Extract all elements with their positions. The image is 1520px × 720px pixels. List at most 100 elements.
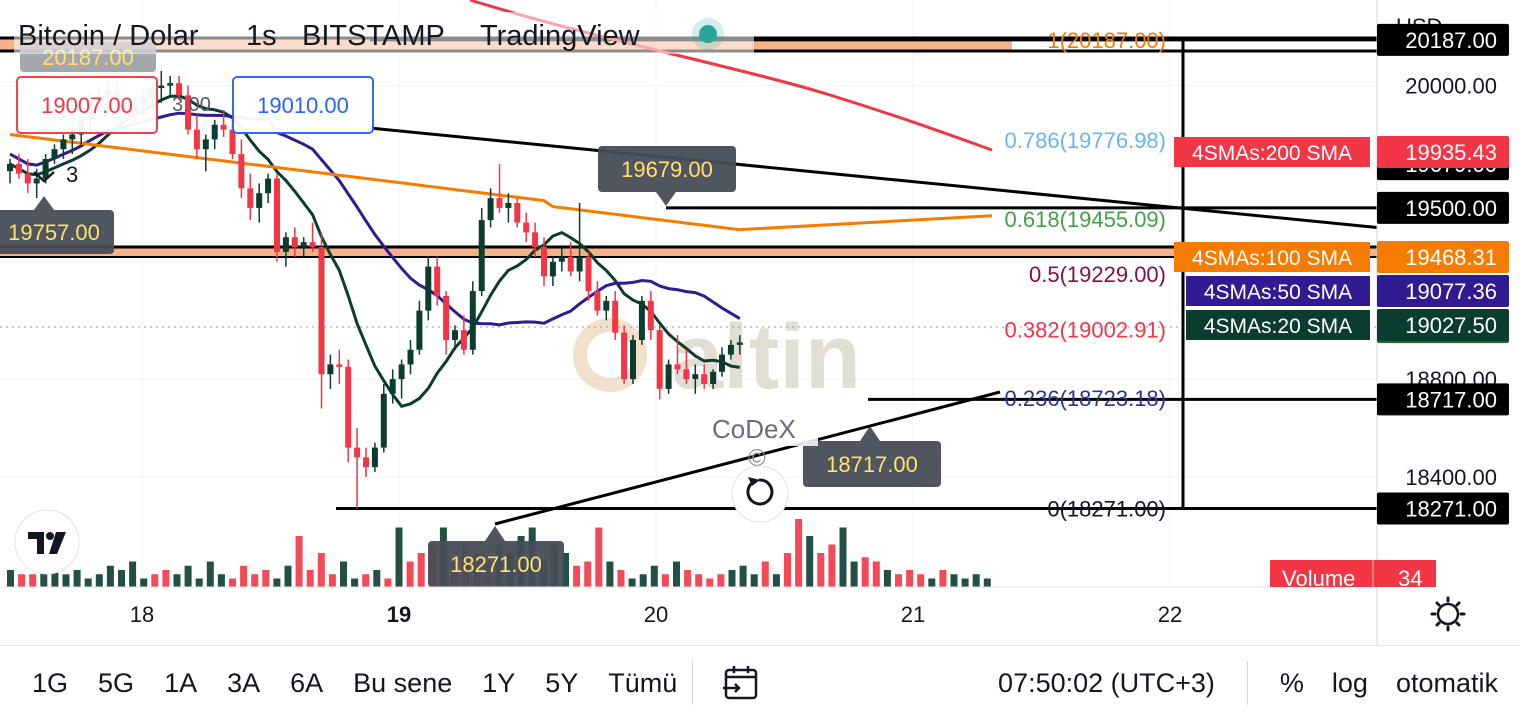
fib-level-label: 0.786(19776.98) [1005,128,1166,153]
volume-bar [728,570,736,587]
tradingview-logo-mark [28,532,44,554]
volume-bar [939,570,947,587]
volume-bar [661,574,669,587]
utc-clock[interactable]: 07:50:02 (UTC+3) [998,667,1215,698]
candle-down [532,232,539,248]
sma-100-line [9,133,740,232]
volume-bar [162,570,170,587]
candle-down [656,330,663,389]
fib-level-label: 0.236(18723.18) [1005,386,1166,411]
reset-button-bg[interactable] [731,465,789,523]
volume-bar [340,561,347,587]
candle-up [576,256,583,272]
volume-bar [384,578,392,587]
volume-bar [217,574,225,587]
time-axis[interactable]: 18 19 20 21 22 [0,586,1377,627]
auto-scale-toggle[interactable]: otomatik [1395,667,1498,698]
range-1g[interactable]: 1G [32,667,69,698]
candle-down [647,300,654,331]
ma-legend-value-bg [1377,309,1509,341]
ma-legend-name-bg [1174,137,1370,167]
range-5g[interactable]: 5G [98,667,135,698]
candle-up [558,256,565,262]
candle-up [282,237,289,252]
watermark-text: altin [672,306,861,408]
callout-label: 18271.00 [450,552,542,577]
ma-legend-name-bg [1186,276,1370,306]
candle-down [345,366,352,448]
candle-down [612,300,619,333]
candle-down [15,163,22,174]
candle-up [630,339,636,380]
volume-bar [750,574,758,587]
candle-up [398,364,405,380]
candle-down [193,129,200,150]
candle-up [327,364,334,375]
volume-bar [106,565,114,587]
price-scale-tag: 19500.00 [1405,196,1497,221]
volume-bar [983,578,991,587]
reset-icon[interactable] [746,477,774,506]
price-chart[interactable]: altin 1(20187.00) 0.786(19776.98) 0.618(19… [0,0,1520,645]
volume-bar [573,565,581,587]
volume-bar [151,574,159,587]
symbol-header[interactable]: Bitcoin / Dolar 1s BITSTAMP TradingView [14,12,754,54]
range-ytd[interactable]: Bu sene [353,667,453,698]
candle-up [389,379,396,394]
time-axis-label: 22 [1158,602,1182,627]
tradingview-logo[interactable] [14,509,80,575]
calendar-range-icon[interactable] [721,663,761,703]
fibonacci-retracement[interactable]: 1(20187.00) 0.786(19776.98) 0.618(19455.09… [1005,28,1166,522]
volume-bar [606,561,614,587]
chart-area[interactable]: altin 1(20187.00) 0.786(19776.98) 0.618(19… [0,0,1520,645]
volume-legend-bg [1270,560,1436,587]
volume-bar [784,553,791,587]
candle-up [638,300,645,340]
volume-bar [118,570,125,587]
symbol-title[interactable]: Bitcoin / Dolar [18,20,199,52]
candle-down [541,247,547,277]
header-backdrop [14,12,754,54]
price-scale-tag: 18271.00 [1405,496,1497,521]
interval-label[interactable]: 1s [246,20,277,52]
candle-up [7,163,13,172]
price-scale-tag-bg [1377,492,1509,525]
ma-legend-value: 19468.31 [1405,245,1497,270]
volume-bar [140,578,148,587]
volume-bar [839,527,847,587]
volume-bar [706,578,714,587]
bottom-toolbar: 1G 5G 1A 3A 6A Bu sene 1Y 5Y Tümü 07:50:… [0,645,1520,720]
market-status-dot-icon[interactable] [699,25,717,43]
time-axis-label: 19 [387,602,411,627]
candle-down [514,203,521,223]
percent-toggle[interactable]: % [1279,667,1304,698]
callout-pointer [34,196,54,210]
reset-chart-button[interactable] [731,465,789,523]
range-3a[interactable]: 3A [227,667,261,698]
candle-down [318,247,325,375]
descending-trendline [369,126,1378,229]
range-1a[interactable]: 1A [164,667,198,698]
volume-bar [229,578,236,587]
range-all[interactable]: Tümü [608,667,678,698]
log-toggle[interactable]: log [1331,667,1368,698]
volume-bar [961,578,969,587]
range-6a[interactable]: 6A [290,667,324,698]
sma-100-extension [739,214,993,232]
candle-down [683,369,690,380]
candle-down [336,364,343,367]
volume-bar [695,574,703,587]
callout-box [803,441,941,487]
settings-icon[interactable] [1430,596,1466,632]
volume-bar [73,570,81,587]
volume-bar [828,544,836,587]
volume-bar [673,561,680,587]
volume-bar [895,574,902,587]
range-5y[interactable]: 5Y [545,667,579,698]
watermark: altin [573,306,861,408]
ma-legend-value: 19935.43 [1405,140,1497,165]
candle-up [407,349,414,365]
candle-up [202,139,209,150]
range-1y[interactable]: 1Y [482,667,516,698]
volume-bar [40,565,48,587]
